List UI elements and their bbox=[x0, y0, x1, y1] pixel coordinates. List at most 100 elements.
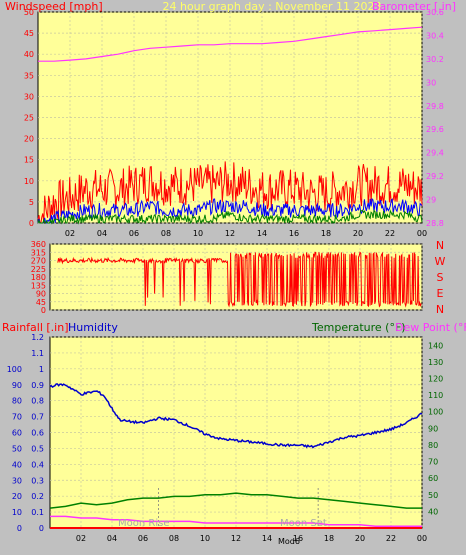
humidity-tick-label: 70 bbox=[12, 413, 22, 422]
temperature-tick-label: 110 bbox=[428, 391, 443, 400]
wind-gust-line bbox=[37, 161, 423, 224]
barometer-tick-label: 30 bbox=[426, 78, 436, 87]
barometer-tick-label: 30.4 bbox=[426, 31, 444, 40]
barometer-tick-label: 30.2 bbox=[426, 55, 444, 64]
wind-time-tick-label: 18 bbox=[321, 229, 331, 238]
temperature-tick-label: 80 bbox=[428, 441, 438, 450]
bottom-time-ticks: 02 04 06 08 10 12 14 16 18 20 22 00 bbox=[76, 534, 427, 543]
wind-time-tick-label: 10 bbox=[193, 229, 203, 238]
bottom-time-tick-label: 14 bbox=[262, 534, 272, 543]
temperature-axis-title: Temperature (°F) bbox=[311, 321, 406, 334]
windspeed-tick-label: 35 bbox=[24, 71, 34, 80]
graph-title: 24 hour graph day : November 11 2023 bbox=[162, 0, 381, 13]
direction-line bbox=[57, 251, 422, 308]
rainfall-tick-label: 1.1 bbox=[31, 349, 44, 358]
direction-tick-label: 270 bbox=[31, 257, 46, 266]
wind-series bbox=[37, 26, 423, 225]
temperature-tick-label: 140 bbox=[428, 341, 443, 350]
windspeed-tick-label: 50 bbox=[24, 8, 34, 17]
rainfall-ticks: 0 0.1 0.2 0.3 0.4 0.5 0.6 0.7 0.8 0.9 1 1.1 1.2 bbox=[31, 333, 44, 533]
wind-time-tick-label: 02 bbox=[65, 229, 75, 238]
dewpoint-axis-title: Dew Point (°F) bbox=[395, 321, 466, 334]
rainfall-tick-label: 0.9 bbox=[31, 381, 44, 390]
direction-tick-label: 135 bbox=[31, 281, 46, 290]
bottom-time-tick-label: 22 bbox=[386, 534, 396, 543]
barometer-tick-label: 29.2 bbox=[426, 172, 444, 181]
windspeed-axis-title: Windspeed [mph] bbox=[5, 0, 103, 13]
wind-time-tick-label: 20 bbox=[353, 229, 363, 238]
mod-label: Mod6 bbox=[278, 537, 300, 546]
wind-time-tick-label: 06 bbox=[129, 229, 139, 238]
humidity-tick-label: 100 bbox=[7, 365, 22, 374]
windspeed-tick-label: 30 bbox=[24, 92, 34, 101]
direction-tick-label: 225 bbox=[31, 265, 46, 274]
humidity-tick-label: 50 bbox=[12, 444, 22, 453]
rainfall-tick-label: 0.4 bbox=[31, 460, 44, 469]
barometer-ticks: 28.8 29 29.2 29.4 29.6 29.8 30 30.2 30.4 30.6 bbox=[426, 8, 444, 228]
windspeed-tick-label: 45 bbox=[24, 29, 34, 38]
humidity-tick-label: 0 bbox=[17, 524, 22, 533]
temperature-tick-label: 60 bbox=[428, 474, 438, 483]
humidity-tick-label: 90 bbox=[12, 381, 22, 390]
windspeed-tick-label: 15 bbox=[24, 156, 34, 165]
barometer-line bbox=[38, 26, 423, 62]
windspeed-ticks: 0 5 10 15 20 25 30 35 40 45 50 bbox=[24, 8, 34, 228]
wind-gridlines bbox=[38, 11, 423, 224]
bottom-time-tick-label: 12 bbox=[231, 534, 241, 543]
temperature-series bbox=[49, 383, 423, 529]
wind-time-tick-label: 16 bbox=[289, 229, 299, 238]
direction-tick-label: 180 bbox=[31, 273, 46, 282]
dewpoint-line bbox=[50, 515, 422, 528]
rainfall-tick-label: 0.1 bbox=[31, 508, 44, 517]
windspeed-tick-label: 25 bbox=[24, 114, 34, 123]
wind-time-tick-label: 00 bbox=[417, 229, 427, 238]
barometer-axis-title: Barometer [.in] bbox=[372, 0, 456, 13]
barometer-tick-label: 29.4 bbox=[426, 149, 444, 158]
rainfall-tick-label: 0.3 bbox=[31, 476, 44, 485]
windspeed-tick-label: 40 bbox=[24, 50, 34, 59]
humidity-tick-label: 40 bbox=[12, 460, 22, 469]
humidity-tick-label: 80 bbox=[12, 397, 22, 406]
direction-tick-label: 315 bbox=[31, 248, 46, 257]
direction-tick-label: 0 bbox=[41, 306, 46, 315]
wind-time-tick-label: 08 bbox=[161, 229, 171, 238]
humidity-tick-label: 10 bbox=[12, 508, 22, 517]
humidity-ticks: 0 10 20 30 40 50 60 70 80 90 100 bbox=[7, 365, 22, 533]
wind-min-line bbox=[37, 209, 423, 225]
compass-label: S bbox=[437, 271, 444, 284]
bottom-time-tick-label: 04 bbox=[107, 534, 117, 543]
compass-label: N bbox=[436, 303, 444, 316]
bottom-time-tick-label: 02 bbox=[76, 534, 86, 543]
barometer-tick-label: 29.6 bbox=[426, 125, 444, 134]
compass-label: E bbox=[437, 287, 444, 300]
temperature-ticks: 40 50 60 70 80 90 100 110 120 130 140 bbox=[428, 341, 443, 516]
bottom-time-tick-label: 18 bbox=[324, 534, 334, 543]
wind-avg-line bbox=[37, 197, 423, 224]
compass-label: N bbox=[436, 239, 444, 252]
humidity-tick-label: 30 bbox=[12, 476, 22, 485]
temperature-tick-label: 100 bbox=[428, 408, 443, 417]
direction-tick-label: 90 bbox=[36, 290, 46, 299]
windspeed-tick-label: 20 bbox=[24, 135, 34, 144]
humidity-tick-label: 60 bbox=[12, 429, 22, 438]
compass-label: W bbox=[435, 255, 446, 268]
windspeed-tick-label: 5 bbox=[29, 198, 34, 207]
wind-time-ticks: 02 04 06 08 10 12 14 16 18 20 22 00 bbox=[65, 229, 427, 238]
barometer-tick-label: 30.6 bbox=[426, 8, 444, 17]
moon-set-label: Moon Set bbox=[280, 518, 327, 529]
temperature-tick-label: 130 bbox=[428, 358, 443, 367]
rainfall-tick-label: 1 bbox=[39, 365, 44, 374]
direction-tick-label: 360 bbox=[31, 240, 46, 249]
humidity-axis-title: Humidity bbox=[68, 321, 118, 334]
temperature-line bbox=[49, 492, 422, 509]
barometer-tick-label: 29 bbox=[426, 196, 436, 205]
moon-rise-label: Moon Rise bbox=[118, 518, 169, 529]
rainfall-tick-label: 0.7 bbox=[31, 413, 44, 422]
bottom-time-tick-label: 10 bbox=[200, 534, 210, 543]
wind-time-tick-label: 14 bbox=[257, 229, 267, 238]
wind-time-tick-label: 12 bbox=[225, 229, 235, 238]
